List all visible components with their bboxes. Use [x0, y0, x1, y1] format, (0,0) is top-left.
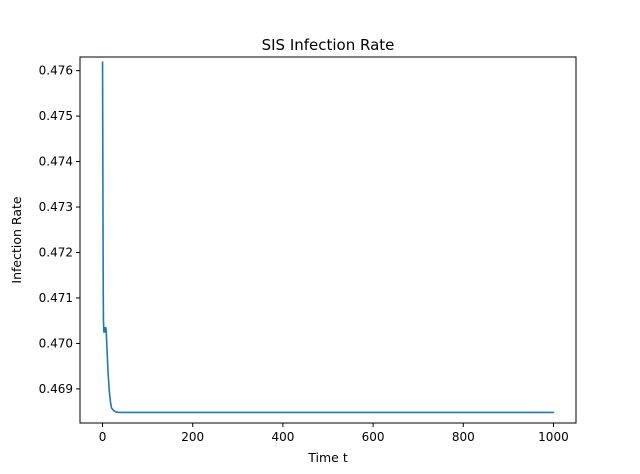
- x-axis-ticks: 0 200 400 600 800 1000: [99, 423, 569, 444]
- series-line: [101, 61, 555, 414]
- x-tick-label: 1000: [538, 430, 569, 444]
- x-tick-label: 200: [181, 430, 204, 444]
- y-tick-label: 0.476: [39, 64, 73, 78]
- y-tick-label: 0.473: [39, 200, 73, 214]
- series-layer: [101, 61, 555, 414]
- x-tick-label: 0: [99, 430, 107, 444]
- plot-frame: [79, 56, 577, 424]
- y-tick-label: 0.474: [39, 155, 73, 169]
- plot-area: 0 200 400 600 800 1000 0.4690.4700.4710.4720.…: [39, 56, 577, 444]
- y-axis-ticks: 0.469 0.470 0.471 0.472 0.473 0.474 0.475 0.476: [39, 64, 80, 396]
- y-axis-label: Infection Rate: [9, 196, 24, 283]
- y-tick-label: 0.475: [39, 109, 73, 123]
- x-axis-label: Time t: [307, 450, 348, 465]
- y-tick-label: 0.469: [39, 382, 73, 396]
- y-tick-label: 0.472: [39, 246, 73, 260]
- chart-title: SIS Infection Rate: [262, 36, 395, 54]
- x-tick-label: 400: [271, 430, 294, 444]
- x-tick-label: 800: [452, 430, 475, 444]
- y-tick-label: 0.471: [39, 291, 73, 305]
- x-tick-label: 600: [362, 430, 385, 444]
- y-tick-label: 0.470: [39, 336, 73, 350]
